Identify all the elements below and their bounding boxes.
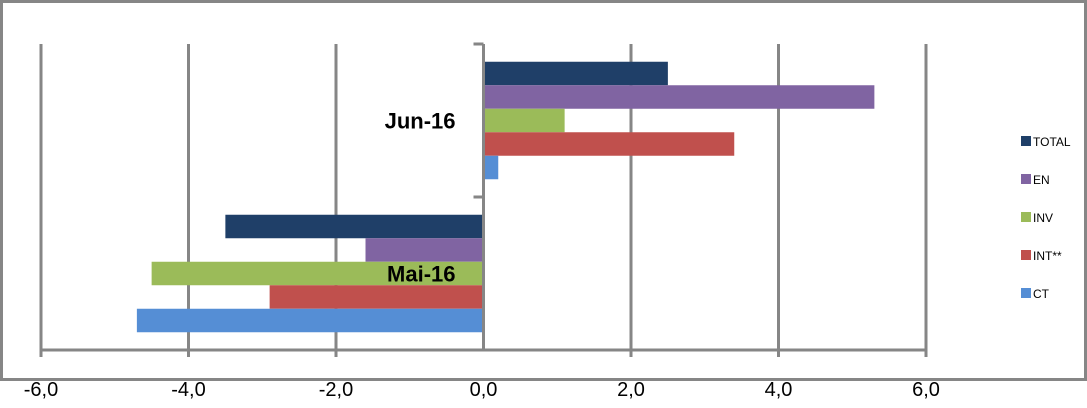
legend-label: INV: [1033, 211, 1053, 225]
bar-total-jun-16: [483, 61, 668, 86]
x-tick-label: -4,0: [171, 379, 205, 401]
legend-swatch: [1021, 288, 1031, 298]
legend: TOTAL EN INV INT** CT: [1021, 135, 1071, 301]
x-tick-label: 2,0: [617, 379, 645, 401]
category-label: Mai-16: [387, 262, 455, 287]
legend-label: EN: [1033, 173, 1050, 187]
x-tick-label: -2,0: [319, 379, 353, 401]
bar-int-mai-16: [269, 285, 484, 309]
x-tick-label: 4,0: [765, 379, 793, 401]
bar-en-mai-16: [365, 238, 484, 262]
bar-ct-mai-16: [136, 308, 484, 333]
legend-swatch: [1021, 136, 1031, 146]
bar-ct-jun-16: [483, 155, 499, 180]
bars: [136, 61, 875, 333]
legend-swatch: [1021, 174, 1031, 184]
bar-inv-jun-16: [483, 108, 565, 133]
legend-label: TOTAL: [1033, 135, 1071, 149]
bar-total-mai-16: [225, 214, 484, 239]
bar-inv-mai-16: [151, 261, 484, 286]
category-label: Jun-16: [385, 109, 456, 134]
legend-swatch: [1021, 250, 1031, 260]
x-tick-label: 0,0: [470, 379, 498, 401]
category-labels: Mai-16 Jun-16: [385, 109, 456, 287]
bar-en-jun-16: [483, 85, 875, 109]
x-tick-label: 6,0: [912, 379, 940, 401]
legend-label: CT: [1033, 287, 1050, 301]
bar-int-jun-16: [483, 132, 735, 156]
legend-swatch: [1021, 212, 1031, 222]
legend-label: INT**: [1033, 249, 1062, 263]
x-tick-label: -6,0: [24, 379, 58, 401]
axes: -6,0 -4,0 -2,0 0,0 2,0 4,0 6,0: [24, 42, 940, 401]
